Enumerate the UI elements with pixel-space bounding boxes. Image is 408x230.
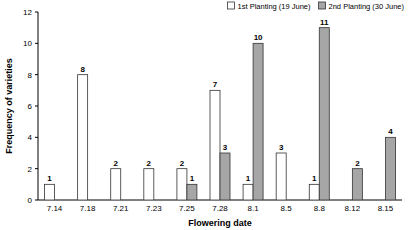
legend-swatch xyxy=(319,2,326,9)
x-tick-label: 7.25 xyxy=(179,204,195,213)
y-tick-label: 10 xyxy=(23,39,32,48)
x-tick-label: 8.1 xyxy=(248,204,260,213)
data-label: 4 xyxy=(388,127,393,136)
bar xyxy=(187,184,197,200)
y-tick-label: 4 xyxy=(28,133,33,142)
data-label: 3 xyxy=(223,143,228,152)
y-tick-label: 2 xyxy=(28,165,33,174)
y-tick-label: 8 xyxy=(28,71,33,80)
legend-item: 2nd Planting (30 June) xyxy=(319,2,405,11)
y-tick xyxy=(35,137,38,138)
x-tick-label: 7.18 xyxy=(80,204,96,213)
data-labels: 18222173110311124 xyxy=(47,18,393,184)
y-axis-title: Frequency of varieties xyxy=(4,58,14,154)
x-tick-label: 7.23 xyxy=(146,204,162,213)
data-label: 3 xyxy=(279,143,284,152)
legend-swatch xyxy=(228,2,235,9)
data-label: 7 xyxy=(213,80,218,89)
x-tick-label: 8.15 xyxy=(378,204,394,213)
data-label: 10 xyxy=(254,33,263,42)
data-label: 2 xyxy=(114,159,119,168)
data-label: 2 xyxy=(147,159,152,168)
y-tick xyxy=(35,74,38,75)
legend-item: 1st Planting (19 June) xyxy=(228,2,311,11)
bar xyxy=(45,184,55,200)
bar xyxy=(309,184,319,200)
x-tick-label: 7.21 xyxy=(113,204,129,213)
y-tick-label: 12 xyxy=(23,8,32,17)
bar xyxy=(210,90,220,200)
bar xyxy=(177,169,187,200)
data-label: 2 xyxy=(355,159,360,168)
data-label: 1 xyxy=(246,174,251,183)
legend: 1st Planting (19 June) 2nd Planting (30 J… xyxy=(228,2,405,11)
bars xyxy=(45,28,396,200)
legend-label: 2nd Planting (30 June) xyxy=(329,2,405,11)
y-tick xyxy=(35,200,38,201)
x-tick-label: 7.14 xyxy=(47,204,63,213)
y-tick xyxy=(35,106,38,107)
bar xyxy=(144,169,154,200)
bar xyxy=(253,43,263,200)
data-label: 1 xyxy=(312,174,317,183)
y-tick xyxy=(35,168,38,169)
data-label: 1 xyxy=(190,174,195,183)
data-label: 8 xyxy=(80,65,85,74)
y-tick xyxy=(35,12,38,13)
x-tick-label: 8.12 xyxy=(345,204,361,213)
data-label: 11 xyxy=(320,18,329,27)
x-tick-label: 8.5 xyxy=(281,204,293,213)
bar xyxy=(352,169,362,200)
bar xyxy=(276,153,286,200)
chart: 024681012182221731103111247.147.187.217.… xyxy=(0,0,408,230)
bar xyxy=(111,169,121,200)
y-tick xyxy=(35,43,38,44)
x-tick-label: 7.28 xyxy=(212,204,228,213)
legend-label: 1st Planting (19 June) xyxy=(238,2,311,11)
data-label: 2 xyxy=(180,159,185,168)
bar xyxy=(385,137,395,200)
x-tick-label: 8.8 xyxy=(314,204,326,213)
data-label: 1 xyxy=(47,174,52,183)
bar xyxy=(243,184,253,200)
y-tick-label: 6 xyxy=(28,102,33,111)
x-axis-title: Flowering date xyxy=(188,218,252,228)
bar xyxy=(220,153,230,200)
y-tick-label: 0 xyxy=(28,196,33,205)
bar xyxy=(319,28,329,200)
bar xyxy=(78,75,88,200)
